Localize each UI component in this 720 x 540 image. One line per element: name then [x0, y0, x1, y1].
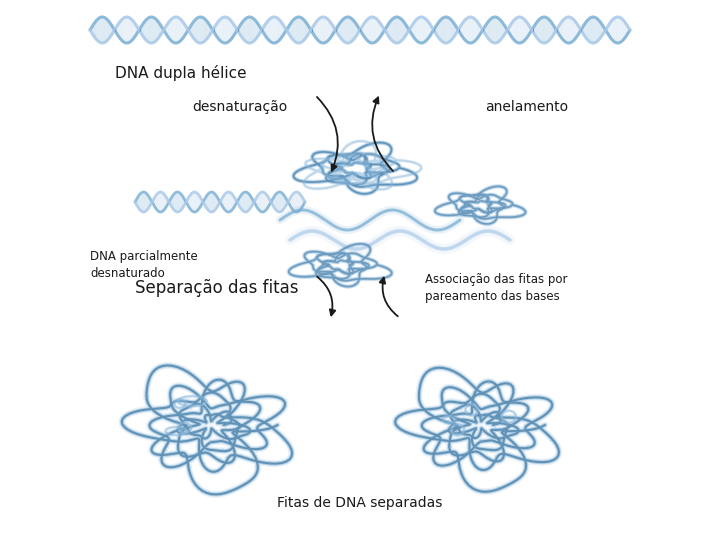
Text: DNA parcialmente
desnaturado: DNA parcialmente desnaturado — [90, 250, 198, 280]
Text: anelamento: anelamento — [485, 100, 568, 114]
Text: DNA dupla hélice: DNA dupla hélice — [115, 65, 247, 81]
Text: desnaturação: desnaturação — [192, 100, 287, 114]
Text: Fitas de DNA separadas: Fitas de DNA separadas — [277, 496, 443, 510]
Text: Associação das fitas por
pareamento das bases: Associação das fitas por pareamento das … — [425, 273, 567, 303]
Text: Separação das fitas: Separação das fitas — [135, 279, 299, 297]
